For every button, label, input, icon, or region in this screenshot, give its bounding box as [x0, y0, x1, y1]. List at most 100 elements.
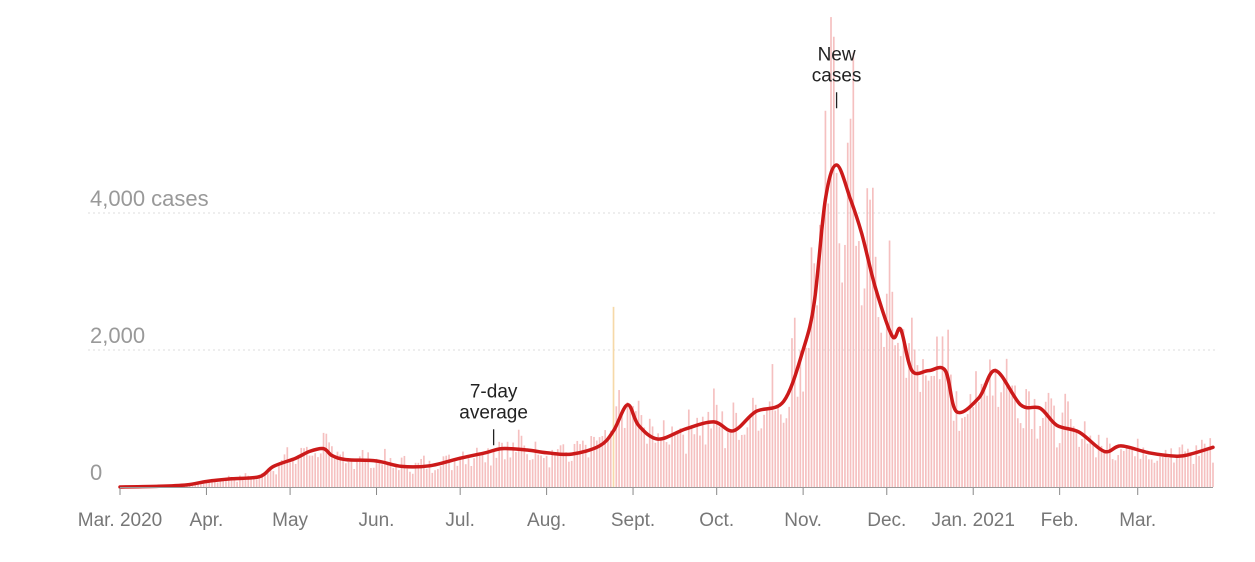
x-tick-label: Dec.: [867, 510, 906, 531]
daily-case-bar: [788, 406, 791, 487]
daily-case-bar: [294, 463, 297, 487]
daily-case-bar: [587, 457, 590, 487]
daily-case-bar: [1178, 447, 1181, 487]
daily-case-bar: [947, 329, 949, 487]
daily-case-bar: [955, 391, 958, 487]
daily-case-bar: [286, 447, 289, 487]
daily-case-bar: [1025, 389, 1028, 487]
daily-case-bar: [1153, 462, 1156, 487]
daily-case-bar: [1100, 445, 1103, 487]
daily-case-bar: [1005, 358, 1008, 487]
daily-case-bar: [308, 455, 311, 487]
daily-case-bar: [950, 374, 952, 487]
daily-case-bar: [991, 395, 994, 487]
daily-case-bar: [227, 475, 230, 487]
daily-case-bar: [1111, 459, 1114, 487]
daily-case-bar: [1159, 456, 1161, 487]
daily-case-bar: [345, 463, 347, 487]
daily-case-bar: [395, 465, 397, 487]
daily-case-bar: [1050, 398, 1053, 487]
daily-case-bar: [417, 462, 420, 487]
daily-case-bar: [216, 482, 219, 487]
daily-case-bar: [841, 282, 843, 487]
daily-case-bar: [1156, 460, 1159, 487]
daily-case-bars: [121, 17, 1214, 488]
daily-case-bar: [760, 428, 763, 487]
daily-case-bar: [668, 444, 671, 487]
daily-case-bar: [1044, 401, 1047, 487]
daily-case-bar: [297, 457, 300, 487]
daily-case-bar: [542, 458, 545, 487]
daily-case-bar: [595, 440, 598, 487]
daily-case-bar: [434, 470, 436, 487]
daily-case-bar: [779, 414, 782, 487]
daily-case-bar: [676, 432, 679, 487]
daily-case-bar: [406, 468, 409, 487]
daily-case-bar: [225, 479, 227, 487]
daily-case-bar: [1075, 431, 1078, 487]
daily-case-bar: [194, 484, 197, 487]
daily-case-bar: [821, 227, 824, 488]
daily-case-bar: [1195, 445, 1198, 487]
daily-case-bar: [615, 406, 618, 487]
daily-case-bar: [358, 456, 361, 487]
daily-case-bar: [1106, 437, 1108, 487]
daily-case-bar: [1053, 405, 1055, 487]
daily-case-bar: [584, 444, 587, 487]
daily-case-bar: [501, 442, 503, 487]
daily-case-bar: [969, 394, 972, 487]
daily-case-bar: [381, 464, 383, 487]
daily-case-bar: [699, 435, 701, 487]
daily-case-bar: [816, 305, 818, 487]
daily-case-bar: [392, 468, 395, 487]
daily-case-bar: [810, 247, 813, 487]
daily-case-bar: [754, 404, 757, 487]
daily-case-bar: [350, 461, 353, 487]
daily-case-bar: [1175, 454, 1178, 487]
daily-case-bar: [975, 371, 977, 487]
daily-case-bar: [997, 406, 1000, 487]
daily-case-bar: [791, 338, 793, 487]
daily-case-bar: [1184, 451, 1186, 487]
daily-case-bar: [885, 293, 888, 487]
daily-case-bar: [540, 455, 542, 487]
daily-case-bar: [283, 454, 286, 487]
daily-case-bar: [1033, 398, 1036, 487]
daily-case-bar: [846, 142, 849, 487]
daily-case-bar: [420, 458, 422, 487]
daily-case-bar: [1030, 429, 1033, 487]
daily-case-bar: [1011, 385, 1014, 487]
daily-case-bar: [292, 459, 294, 487]
daily-case-bar: [579, 444, 581, 487]
daily-case-bar: [713, 388, 715, 487]
daily-case-bar: [423, 455, 425, 487]
daily-case-bar: [487, 448, 489, 487]
daily-case-bar: [721, 411, 724, 487]
daily-case-bar: [554, 453, 556, 487]
daily-case-bar: [618, 390, 620, 487]
daily-case-bar: [272, 471, 275, 487]
daily-case-bar: [899, 356, 902, 487]
daily-case-bar: [442, 456, 445, 487]
daily-case-bar: [936, 336, 938, 487]
daily-case-bar: [378, 461, 381, 487]
daily-case-bar: [582, 440, 584, 487]
daily-case-bar: [938, 379, 941, 487]
daily-case-bar: [1095, 457, 1097, 487]
daily-case-bar: [568, 461, 570, 487]
daily-case-bar: [621, 415, 623, 487]
x-tick-label: Mar.: [1119, 510, 1156, 531]
daily-case-bar: [958, 430, 961, 487]
daily-case-bar: [660, 437, 662, 487]
daily-case-bar: [520, 435, 523, 487]
daily-case-bar: [980, 383, 983, 487]
y-axis-labels: 0 2,000 4,000 cases: [90, 186, 209, 485]
daily-case-bar: [1028, 391, 1030, 487]
daily-case-bar: [1164, 449, 1167, 487]
daily-case-bar: [989, 359, 991, 487]
annotation-label: New: [818, 44, 856, 65]
daily-case-bar: [858, 241, 860, 487]
daily-case-bar: [481, 454, 484, 487]
daily-case-bar: [849, 118, 852, 488]
daily-case-bar: [766, 407, 768, 487]
